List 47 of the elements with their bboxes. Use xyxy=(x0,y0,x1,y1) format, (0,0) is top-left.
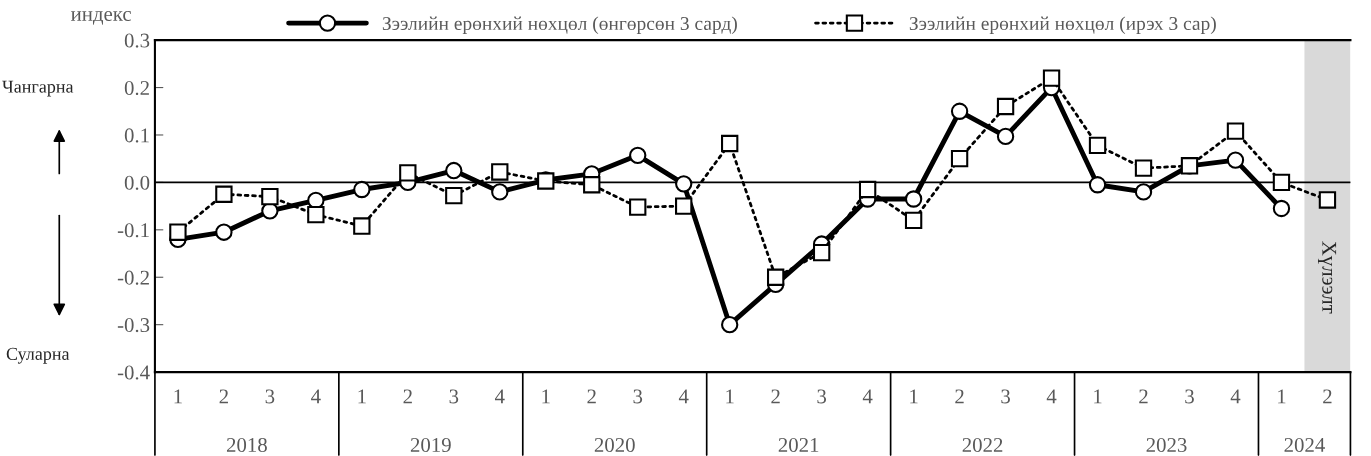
text: Суларна xyxy=(6,347,70,364)
x-tick-label: 4 xyxy=(862,389,873,404)
x-tick-label: 2 xyxy=(587,389,596,404)
y-tick-label: -0.4 xyxy=(117,365,150,380)
y-tick-label: 0.1 xyxy=(124,128,149,143)
text: 2024 xyxy=(1284,437,1325,452)
text: 2020 xyxy=(594,437,635,452)
x-tick-label: 1 xyxy=(358,389,366,404)
x-tick-label: 1 xyxy=(174,389,182,404)
x-tick-label: 2 xyxy=(1139,389,1148,404)
x-tick-label: 4 xyxy=(311,389,321,404)
x-tick-label: 1 xyxy=(1094,389,1102,404)
text: 2019 xyxy=(410,437,451,452)
x-tick-label: 2 xyxy=(403,389,412,404)
x-tick-label: 1 xyxy=(1278,389,1286,404)
y-tick-label: -0.2 xyxy=(117,270,149,285)
x-tick-label: 2 xyxy=(955,389,964,404)
x-tick-label: 3 xyxy=(1185,389,1194,404)
x-tick-label: 4 xyxy=(494,389,505,404)
text: Чангарна xyxy=(2,80,74,97)
x-tick-label: 1 xyxy=(542,389,550,404)
x-tick-label: 1 xyxy=(910,389,918,404)
legend-label: Зээлийн ерөнхий нөхцөл (өнгөрсөн 3 сард) xyxy=(382,16,737,35)
x-tick-label: 2 xyxy=(771,389,780,404)
y-axis-title: индекс xyxy=(71,10,131,25)
text: 2022 xyxy=(962,437,1003,452)
y-tick-label: -0.1 xyxy=(117,223,149,238)
x-tick-label: 3 xyxy=(1001,389,1010,404)
x-tick-label: 4 xyxy=(1046,389,1057,404)
x-tick-label: 4 xyxy=(678,389,689,404)
text: 2018 xyxy=(226,437,267,452)
x-tick-label: 3 xyxy=(633,389,643,404)
x-tick-label: 2 xyxy=(1323,389,1332,404)
x-tick-label: 1 xyxy=(726,389,734,404)
x-tick-label: 3 xyxy=(265,389,275,404)
y-tick-label: -0.3 xyxy=(117,318,150,333)
text: 2021 xyxy=(778,437,819,452)
y-tick-label: 0.3 xyxy=(124,33,150,48)
x-tick-label: 3 xyxy=(817,389,827,404)
x-tick-label: 4 xyxy=(1230,389,1241,404)
annotation: Хүлээлт xyxy=(1318,241,1337,314)
x-tick-label: 2 xyxy=(219,389,228,404)
legend-label: Зээлийн ерөнхий нөхцөл (ирэх 3 сар) xyxy=(909,16,1216,35)
y-tick-label: 0.2 xyxy=(124,80,149,96)
text: 2023 xyxy=(1146,437,1187,452)
x-tick-label: 3 xyxy=(449,389,459,404)
y-tick-label: 0.0 xyxy=(124,175,150,190)
